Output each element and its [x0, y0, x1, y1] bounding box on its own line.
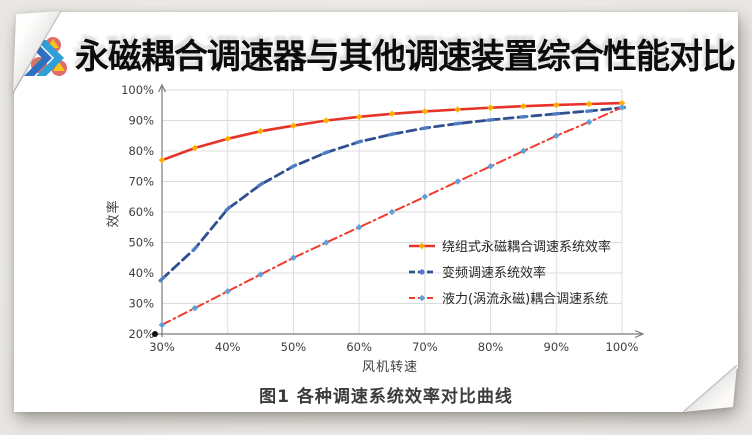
document-card-wrapper: 永磁耦合调速器与其他调速装置综合性能对比 20% 30% 40% 50% 60% 70% 8…	[13, 11, 738, 413]
svg-text:70%: 70%	[412, 340, 438, 354]
figure-caption: 图1 各种调速系统效率对比曲线	[259, 387, 513, 407]
svg-text:20%: 20%	[128, 327, 154, 341]
page-title: 永磁耦合调速器与其他调速装置综合性能对比	[75, 37, 735, 77]
svg-text:40%: 40%	[128, 266, 154, 280]
svg-text:90%: 90%	[544, 340, 570, 354]
x-axis-title: 风机转速	[361, 360, 419, 375]
svg-text:30%: 30%	[149, 340, 175, 354]
svg-text:40%: 40%	[215, 340, 241, 354]
svg-text:80%: 80%	[128, 144, 154, 158]
y-axis-title: 效率	[106, 199, 122, 228]
svg-text:50%: 50%	[128, 236, 154, 250]
svg-text:60%: 60%	[128, 205, 154, 219]
brand-logo-icon	[22, 34, 74, 84]
document-card: 永磁耦合调速器与其他调速装置综合性能对比 20% 30% 40% 50% 60% 70% 8…	[14, 12, 738, 412]
svg-text:30%: 30%	[128, 297, 154, 311]
svg-text:90%: 90%	[128, 114, 154, 128]
svg-text:100%: 100%	[606, 340, 639, 354]
svg-text:100%: 100%	[121, 83, 154, 97]
svg-text:60%: 60%	[346, 340, 372, 354]
svg-text:80%: 80%	[478, 340, 504, 354]
svg-text:50%: 50%	[281, 340, 307, 354]
efficiency-line-chart: 20%30%40%50%60%70%80%90%100%30% 40% 50% 60%…	[104, 76, 664, 376]
svg-text:70%: 70%	[128, 175, 154, 189]
